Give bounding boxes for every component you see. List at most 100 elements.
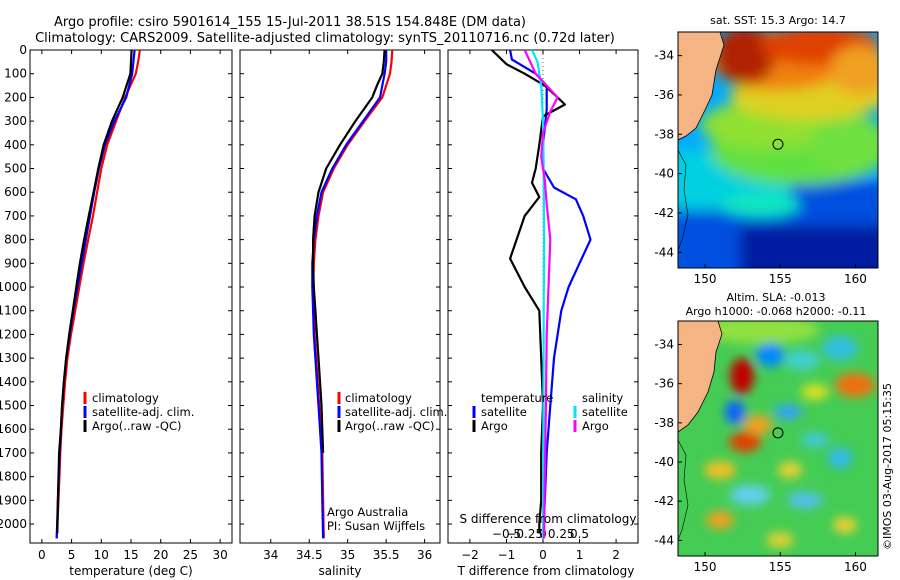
difference-series xyxy=(491,50,592,539)
legend-label-climatology: climatology xyxy=(345,391,412,405)
y-tick-label: 200 xyxy=(4,90,27,104)
sla-float-marker xyxy=(772,427,784,439)
temperature-series xyxy=(55,50,141,539)
legend-label-satellite: satellite-adj. clim. xyxy=(92,405,194,419)
s-tick-label: 0.5 xyxy=(570,527,589,541)
legend-label-satellite: satellite-adj. clim. xyxy=(345,405,447,419)
map-y-tick-label: -42 xyxy=(654,494,674,508)
map-y-tick-label: -36 xyxy=(654,88,674,102)
salinity-legend: climatology satellite-adj. clim. Argo(..… xyxy=(327,391,447,533)
y-tick-label: 500 xyxy=(4,162,27,176)
s-tick-label: −0.25 xyxy=(506,527,543,541)
y-tick-label: 1600 xyxy=(0,422,27,436)
y-tick-label: 400 xyxy=(4,138,27,152)
sla-map-axes: 150 155 160 -34 -36 -38 -40 -42 -44 xyxy=(654,338,867,575)
sla-map-title: Altim. SLA: -0.013 xyxy=(726,291,825,304)
map-x-tick-label: 155 xyxy=(769,272,792,286)
x-tick-label: 0 xyxy=(539,548,547,562)
legend-label-t-satellite: satellite xyxy=(481,405,527,419)
x-tick-label: 35.5 xyxy=(373,548,400,562)
difference-xlabel: T difference from climatology xyxy=(457,564,635,578)
salinity-annotation-line2: PI: Susan Wijffels xyxy=(327,519,425,533)
legend-label-s-satellite: satellite xyxy=(582,405,628,419)
y-tick-label: 1900 xyxy=(0,493,27,507)
x-tick-label: 20 xyxy=(153,548,168,562)
y-tick-label: 1200 xyxy=(0,327,27,341)
series-line-argo-raw-qc- xyxy=(312,50,386,453)
map-x-tick-label: 150 xyxy=(694,272,717,286)
y-tick-label: 1100 xyxy=(0,304,27,318)
y-tick-label: 1800 xyxy=(0,470,27,484)
sst-float-marker xyxy=(772,138,784,150)
difference-axes: −2 −1 0 1 2−0.5−0.250 0.250.5 xyxy=(448,49,638,562)
x-tick-label: 34 xyxy=(263,548,278,562)
y-tick-label: 100 xyxy=(4,67,27,81)
map-y-tick-label: -34 xyxy=(654,49,674,63)
s-tick-label: 0.25 xyxy=(548,527,575,541)
salinity-annotation-line1: Argo Australia xyxy=(327,505,408,519)
sst-map-axes: 150 155 160 -34 -36 -38 -40 -42 -44 xyxy=(654,49,867,286)
x-tick-label: 0 xyxy=(38,548,46,562)
x-tick-label: 10 xyxy=(94,548,109,562)
map-y-tick-label: -40 xyxy=(654,167,674,181)
y-tick-label: 700 xyxy=(4,209,27,223)
y-tick-label: 1700 xyxy=(0,446,27,460)
map-y-tick-label: -38 xyxy=(654,127,674,141)
sst-map-frame xyxy=(677,31,879,269)
map-y-tick-label: -38 xyxy=(654,416,674,430)
y-tick-label: 2000 xyxy=(0,517,27,531)
y-tick-label: 900 xyxy=(4,256,27,270)
legend-header-temperature: temperature xyxy=(481,391,553,405)
x-tick-label: 35 xyxy=(340,548,355,562)
x-tick-label: 2 xyxy=(612,548,620,562)
sla-map-field xyxy=(678,321,878,556)
legend-label-argo: Argo(..raw -QC) xyxy=(345,419,435,433)
legend-label-t-argo: Argo xyxy=(481,419,508,433)
x-tick-label: −1 xyxy=(498,548,516,562)
map-y-tick-label: -44 xyxy=(654,533,674,547)
x-tick-label: 36 xyxy=(417,548,432,562)
salinity-series xyxy=(311,50,394,539)
y-tick-label: 600 xyxy=(4,185,27,199)
sst-map-field xyxy=(678,32,878,268)
x-tick-label: 30 xyxy=(212,548,227,562)
y-tick-label: 1300 xyxy=(0,351,27,365)
legend-label-s-argo: Argo xyxy=(582,419,609,433)
salinity-xlabel: salinity xyxy=(318,564,361,578)
x-tick-label: 1 xyxy=(576,548,584,562)
s-tick-label: −0.5 xyxy=(492,527,521,541)
legend-label-argo: Argo(..raw -QC) xyxy=(92,419,182,433)
y-tick-label: 1400 xyxy=(0,375,27,389)
x-tick-label: 5 xyxy=(68,548,76,562)
salinity-panel-frame xyxy=(239,49,441,544)
x-tick-label: 15 xyxy=(123,548,138,562)
map-x-tick-label: 160 xyxy=(844,272,867,286)
series-line-argo-raw-qc- xyxy=(56,50,133,534)
temperature-xlabel: temperature (deg C) xyxy=(69,564,192,578)
map-y-tick-label: -36 xyxy=(654,377,674,391)
temperature-legend: climatology satellite-adj. clim. Argo(..… xyxy=(83,391,194,433)
temperature-axes: 0 5 10 15 20 25 300100200300400500600700800900… xyxy=(0,43,232,562)
legend-header-salinity: salinity xyxy=(582,391,623,405)
x-tick-label: 34.5 xyxy=(296,548,323,562)
figure-title-line2: Climatology: CARS2009. Satellite-adjuste… xyxy=(35,31,615,46)
map-x-tick-label: 160 xyxy=(844,560,867,574)
y-tick-label: 1000 xyxy=(0,280,27,294)
map-x-tick-label: 155 xyxy=(769,560,792,574)
sst-map-title: sat. SST: 15.3 Argo: 14.7 xyxy=(710,14,846,27)
map-x-tick-label: 150 xyxy=(694,560,717,574)
y-tick-label: 800 xyxy=(4,233,27,247)
map-y-tick-label: -44 xyxy=(654,245,674,259)
timestamp-watermark: ©IMOS 03-Aug-2017 05:15:35 xyxy=(881,383,894,550)
y-tick-label: 300 xyxy=(4,114,27,128)
sla-map-frame xyxy=(677,320,879,557)
legend-label-climatology: climatology xyxy=(92,391,159,405)
sst-land xyxy=(678,32,725,141)
difference-legend: temperature salinity satellite Argo sate… xyxy=(472,391,628,433)
map-y-tick-label: -40 xyxy=(654,455,674,469)
temperature-panel-frame xyxy=(29,49,233,544)
series-line-salinity-argo xyxy=(523,50,559,539)
x-tick-label: −2 xyxy=(461,548,479,562)
difference-s-xlabel: S difference from climatology xyxy=(460,512,637,526)
